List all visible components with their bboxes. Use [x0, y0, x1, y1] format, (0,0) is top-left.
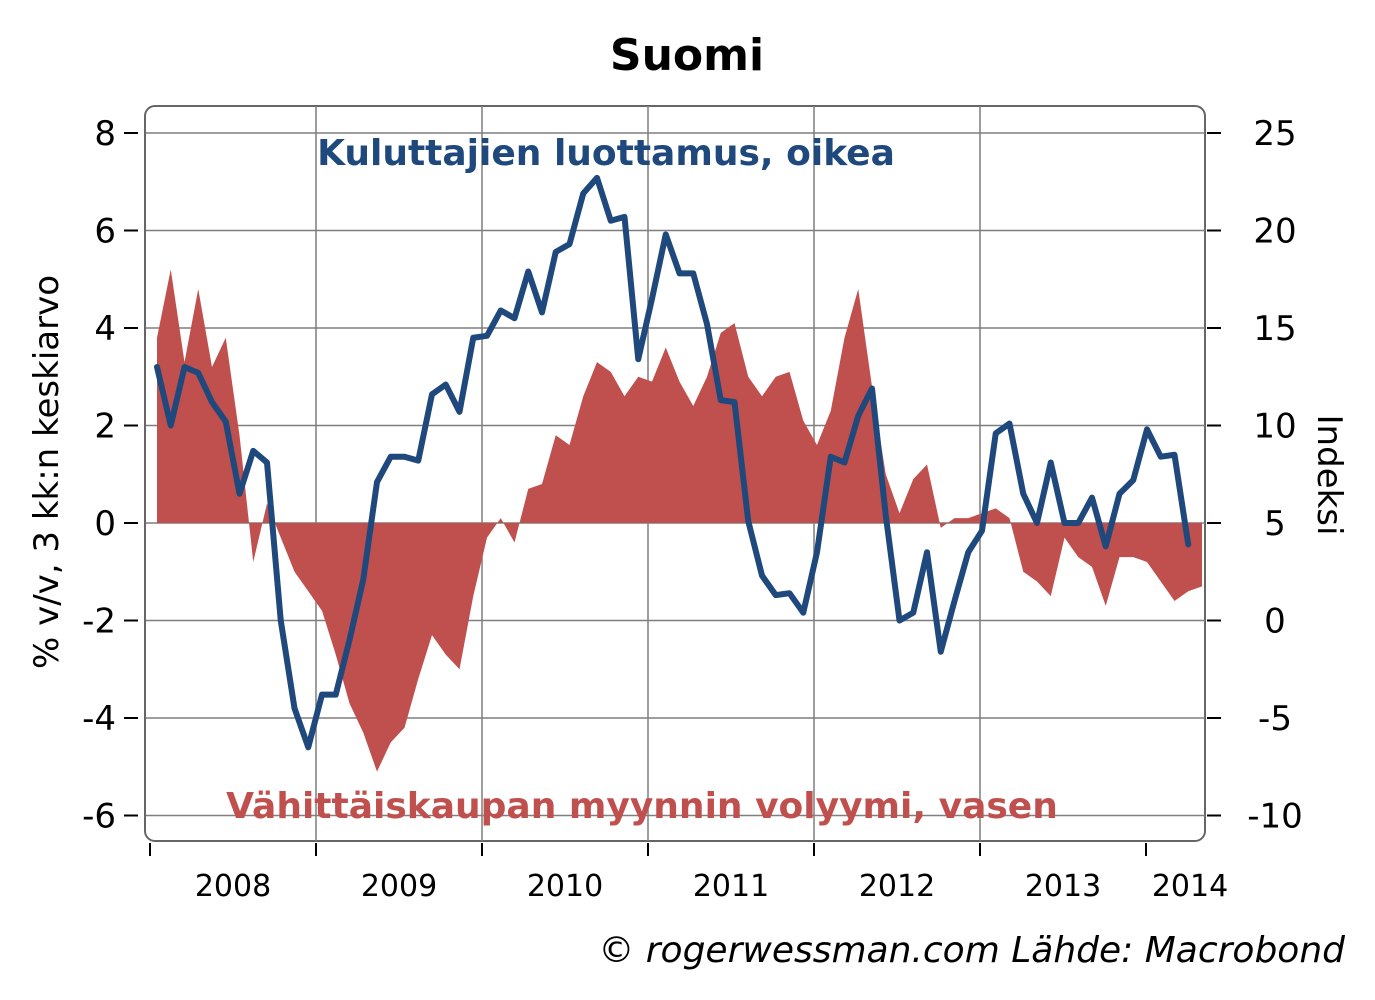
- right-tick-label: 25: [1253, 114, 1296, 154]
- left-tick-label: -2: [82, 602, 116, 642]
- chart-title: Suomi: [610, 30, 764, 81]
- right-axis-label: Indeksi: [1309, 415, 1349, 536]
- consumer-confidence-line-series: [154, 174, 1192, 751]
- left-axis-ticks: 8 6 4 2 0 -2 -4 -6: [82, 114, 138, 837]
- source-credit: © rogerwessman.com Lähde: Macrobond: [598, 930, 1346, 971]
- left-axis-label: % v/v, 3 kk:n keskiarvo: [27, 275, 67, 669]
- x-tick-label: 2009: [361, 869, 437, 904]
- x-tick-label: 2012: [859, 869, 935, 904]
- left-tick-label: 4: [94, 309, 116, 349]
- right-tick-label: -10: [1247, 797, 1303, 837]
- x-tick-label: 2013: [1025, 869, 1101, 904]
- x-axis-ticks: 2008 2009 2010 2011 2012 2013 2014: [149, 843, 1228, 904]
- left-tick-label: 2: [94, 407, 116, 447]
- x-tick-label: 2014: [1152, 869, 1228, 904]
- right-axis-ticks: 25 20 15 10 5 0 -5 -10: [1207, 114, 1303, 837]
- right-tick-label: -5: [1258, 699, 1292, 739]
- consumer-confidence-line: [154, 174, 1192, 751]
- right-tick-label: 0: [1264, 602, 1286, 642]
- right-tick-label: 20: [1253, 212, 1296, 252]
- x-tick-label: 2008: [195, 869, 271, 904]
- x-tick-label: 2011: [693, 869, 769, 904]
- retail-volume-area: [157, 269, 1202, 772]
- right-tick-label: 10: [1253, 407, 1296, 447]
- left-tick-label: -6: [82, 797, 116, 837]
- left-tick-label: 0: [94, 504, 116, 544]
- retail-series-label: Vähittäiskaupan myynnin volyymi, vasen: [226, 786, 1058, 827]
- confidence-series-label: Kuluttajien luottamus, oikea: [317, 133, 895, 174]
- retail-volume-area-series: [157, 269, 1202, 772]
- x-tick-label: 2010: [527, 869, 603, 904]
- right-tick-label: 5: [1264, 504, 1286, 544]
- left-tick-label: 8: [94, 114, 116, 154]
- right-tick-label: 15: [1253, 309, 1296, 349]
- left-tick-label: 6: [94, 212, 116, 252]
- left-tick-label: -4: [82, 699, 116, 739]
